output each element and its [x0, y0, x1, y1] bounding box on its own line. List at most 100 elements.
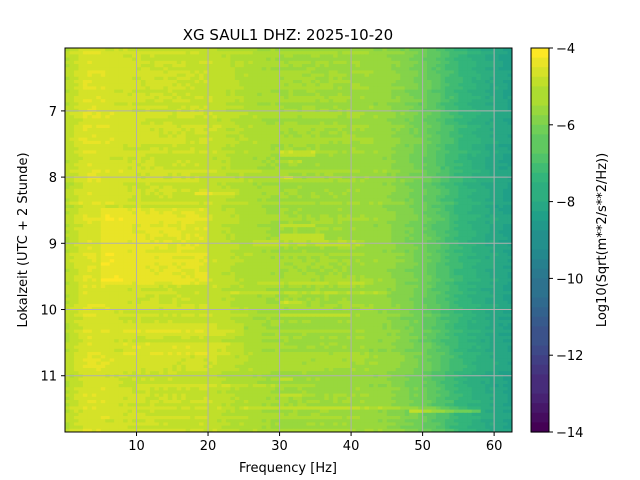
heatmap-cell: [489, 169, 495, 174]
heatmap-cell: [216, 105, 223, 110]
heatmap-cell: [413, 166, 419, 171]
heatmap-cell: [319, 73, 325, 78]
heatmap-cell: [266, 153, 272, 158]
heatmap-cell: [503, 195, 509, 199]
heatmap-cell: [373, 160, 379, 164]
heatmap-cell: [163, 76, 169, 81]
heatmap-cell: [377, 105, 383, 110]
heatmap-cell: [216, 121, 223, 126]
heatmap-cell: [216, 192, 223, 196]
heatmap-cell: [109, 124, 115, 129]
heatmap-cell: [337, 48, 343, 52]
heatmap-cell: [230, 140, 236, 145]
heatmap-cell: [100, 144, 106, 148]
heatmap-cell: [342, 124, 348, 129]
heatmap-cell: [485, 179, 491, 183]
heatmap-cell: [503, 192, 509, 196]
heatmap-cell: [431, 144, 437, 148]
heatmap-cell: [216, 99, 223, 103]
heatmap-cell: [494, 89, 500, 94]
heatmap-cell: [87, 163, 93, 167]
heatmap-cell: [65, 128, 71, 132]
heatmap-cell: [284, 76, 290, 81]
heatmap-cell: [436, 51, 442, 55]
heatmap-cell: [418, 160, 424, 164]
heatmap-cell: [266, 131, 272, 135]
heatmap-cell: [203, 124, 209, 129]
heatmap-cell: [382, 201, 388, 206]
heatmap-cell: [342, 198, 348, 203]
heatmap-cell: [404, 153, 410, 158]
heatmap-cell: [476, 153, 482, 158]
heatmap-cell: [185, 105, 191, 110]
heatmap-cell: [386, 179, 392, 183]
heatmap-cell: [140, 121, 147, 126]
heatmap-cell: [65, 150, 71, 155]
heatmap-cell: [127, 147, 133, 151]
heatmap-cell: [315, 156, 321, 161]
heatmap-cell: [154, 89, 160, 94]
heatmap-cell: [342, 188, 348, 193]
heatmap-cell: [261, 51, 267, 55]
heatmap-cell: [140, 179, 147, 183]
heatmap-cell: [132, 67, 138, 71]
heatmap-cell: [69, 73, 75, 78]
heatmap-cell: [471, 121, 477, 126]
heatmap-cell: [422, 92, 428, 97]
heatmap-cell: [239, 70, 245, 75]
heatmap-cell: [422, 201, 428, 206]
heatmap-cell: [105, 188, 111, 193]
heatmap-cell: [382, 204, 388, 209]
heatmap-cell: [69, 156, 75, 161]
heatmap-cell: [194, 182, 200, 187]
heatmap-cell: [489, 80, 495, 84]
heatmap-cell: [284, 204, 290, 209]
heatmap-cell: [230, 150, 236, 155]
heatmap-cell: [100, 80, 106, 84]
heatmap-cell: [230, 166, 236, 171]
heatmap-cell: [82, 57, 88, 62]
heatmap-cell: [292, 51, 299, 55]
heatmap-cell: [91, 172, 97, 177]
heatmap-cell: [373, 89, 379, 94]
heatmap-cell: [221, 134, 227, 139]
heatmap-cell: [319, 134, 325, 139]
heatmap-cell: [489, 51, 495, 55]
heatmap-cell: [306, 156, 312, 161]
heatmap-cell: [507, 156, 512, 161]
heatmap-cell: [377, 86, 383, 91]
heatmap-cell: [301, 64, 307, 68]
heatmap-cell: [78, 115, 84, 119]
heatmap-cell: [136, 172, 142, 177]
heatmap-cell: [377, 131, 383, 135]
heatmap-cell: [132, 144, 138, 148]
heatmap-cell: [266, 144, 272, 148]
heatmap-cell: [328, 89, 334, 94]
heatmap-cell: [476, 105, 482, 110]
heatmap-cell: [377, 60, 383, 65]
heatmap-cell: [427, 144, 433, 148]
heatmap-cell: [489, 57, 495, 62]
heatmap-cell: [82, 54, 88, 59]
heatmap-cell: [65, 169, 71, 174]
heatmap-cell: [167, 121, 173, 126]
heatmap-cell: [239, 204, 245, 209]
heatmap-cell: [243, 137, 249, 142]
heatmap-cell: [203, 185, 209, 190]
heatmap-cell: [360, 182, 366, 187]
heatmap-cell: [140, 144, 147, 148]
heatmap-cell: [503, 96, 509, 100]
heatmap-cell: [382, 185, 388, 190]
heatmap-cell: [485, 115, 491, 119]
heatmap-cell: [158, 185, 164, 190]
heatmap-cell: [315, 89, 321, 94]
heatmap-cell: [400, 70, 406, 75]
heatmap-cell: [136, 137, 142, 142]
heatmap-cell: [471, 89, 477, 94]
heatmap-cell: [118, 118, 124, 123]
heatmap-cell: [266, 134, 272, 139]
heatmap-cell: [480, 192, 486, 196]
heatmap-cell: [239, 195, 245, 199]
heatmap-cell: [310, 195, 316, 199]
heatmap-cell: [114, 86, 120, 91]
